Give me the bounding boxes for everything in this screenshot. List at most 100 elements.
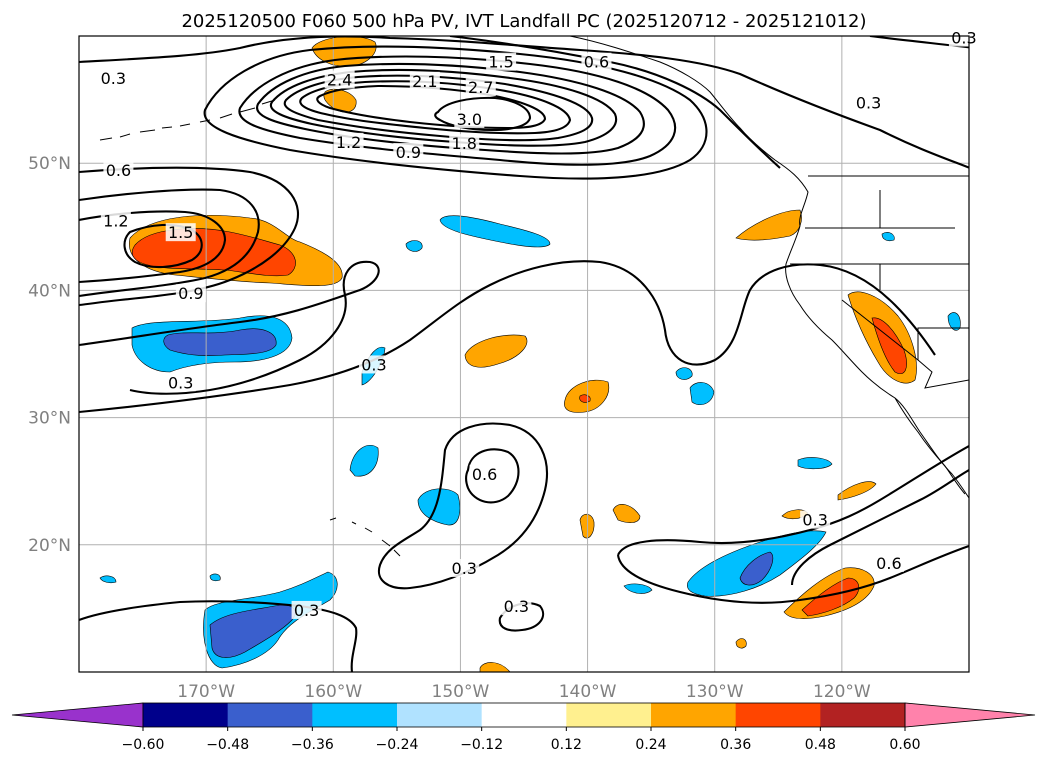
contour-label-bg-23 [873, 553, 904, 572]
pv-contour-0.6-loop [465, 448, 520, 504]
shade-blue-132w [689, 382, 715, 405]
colorbar-label-7: 0.36 [720, 737, 751, 753]
x-axis-ticks: 170°W 160°W 150°W 140°W 130°W 120°W [177, 682, 871, 702]
shade-orange-124w [837, 481, 877, 501]
x-tick-label-1: 160°W [304, 682, 362, 702]
contour-label-bg-19 [449, 558, 480, 577]
coastline [99, 36, 969, 557]
colorbar-segment-8 [735, 703, 821, 727]
contour-label-18: 0.6 [472, 465, 497, 484]
coast-baja [894, 397, 966, 495]
pv-contour-0.3-north [79, 36, 969, 169]
contour-label-12: 0.6 [106, 161, 131, 180]
contour-label-16: 0.3 [168, 373, 193, 392]
colorbar-label-0: −0.60 [122, 737, 165, 753]
shade-blue-133w [675, 367, 693, 380]
contour-label-10: 0.3 [856, 93, 881, 112]
contour-label-bg-10 [853, 93, 884, 112]
shade-red-california [871, 317, 907, 374]
pv-contour-2.7 [316, 84, 547, 130]
contour-label-bg-9 [449, 134, 480, 153]
contour-label-8: 0.9 [396, 143, 421, 162]
colorbar-label-6: 0.24 [635, 737, 666, 753]
x-tick-label-0: 170°W [177, 682, 235, 702]
islands-hawaii [329, 517, 401, 557]
shade-orange-baja-small [735, 638, 747, 649]
colorbar-label-1: −0.48 [206, 737, 249, 753]
contour-label-bg-20 [501, 597, 532, 616]
shade-orange-145w [464, 334, 528, 368]
shade-blue-tiny-1 [209, 573, 221, 582]
contour-label-bg-14 [165, 223, 196, 242]
contour-label-19: 0.3 [452, 559, 477, 578]
contour-label-15: 0.9 [178, 284, 203, 303]
border-arizona [917, 359, 969, 389]
pv-contour-1.2-west [79, 210, 227, 284]
colorbar-segment-9 [820, 703, 906, 727]
contour-label-3: 1.5 [488, 53, 513, 72]
pv-contour-0.6-west [79, 166, 300, 307]
contour-label-23: 0.6 [876, 554, 901, 573]
contour-label-0: 0.3 [101, 69, 126, 88]
y-tick-label-1: 40°N [28, 281, 71, 301]
contour-label-17: 0.3 [361, 355, 386, 374]
contour-label-5: 0.6 [584, 53, 609, 72]
colorbar-label-8: 0.48 [805, 737, 836, 753]
pv-contour-0.9-west [79, 188, 260, 298]
shade-blue-hawaii [209, 604, 296, 658]
pv-contour-0.3-upper-mid [79, 260, 936, 414]
shade-red-140w [579, 394, 591, 403]
pv-contour-0.3-hawaii [79, 600, 358, 672]
border-oregon [805, 190, 955, 229]
contour-label-22: 0.3 [802, 511, 827, 530]
y-axis-ticks: 50°N 40°N 30°N 20°N [28, 154, 71, 556]
contour-label-11: 0.3 [951, 29, 976, 48]
pv-contour-0.3-baja [617, 445, 969, 556]
pv-contour-0.3-middle [79, 260, 380, 395]
contour-label-bg-13 [100, 211, 131, 230]
shade-blue-idaho [881, 232, 895, 242]
pv-contour-0.6-baja [790, 469, 969, 586]
x-tick-label-3: 140°W [559, 682, 617, 702]
contour-label-2: 2.1 [412, 72, 437, 91]
colorbar-segment-3 [312, 703, 398, 727]
contour-label-bg-3 [486, 52, 517, 71]
colorbar-segment-2 [227, 703, 313, 727]
pv-contour-0.6-baja-south [616, 545, 969, 604]
x-tick-label-2: 150°W [432, 682, 490, 702]
contour-label-9: 1.8 [452, 134, 477, 153]
pv-contour-0.3-east [869, 36, 969, 49]
shade-blue-150w-23n [417, 488, 461, 526]
map-frame [78, 35, 970, 673]
contour-label-bg-7 [333, 132, 364, 151]
pv-contour-1.8 [269, 68, 618, 147]
pv-contour-0.6-top [449, 36, 781, 169]
contour-label-bg-18 [469, 464, 500, 483]
shade-blue-small-1 [405, 240, 423, 252]
contour-label-1: 2.4 [327, 71, 352, 90]
contour-label-bg-4 [465, 78, 496, 97]
contour-label-20: 0.3 [504, 597, 529, 616]
contour-label-bg-2 [409, 71, 440, 90]
colorbar-segment-6 [566, 703, 652, 727]
shade-blue-37n [163, 328, 277, 356]
contour-label-bg-6 [454, 109, 485, 128]
contour-labels: 0.3 2.4 2.1 1.5 2.7 0.6 3.0 1.2 0.9 1.8 0.3 0.3 0.6 1… [98, 29, 979, 620]
x-tick-label-4: 130°W [686, 682, 744, 702]
shade-red-baja [801, 577, 860, 617]
x-tick-label-5: 120°W [813, 682, 871, 702]
colorbar-outline [142, 702, 906, 728]
colorbar-segment-5 [481, 703, 567, 727]
shade-blue-155w-25n [349, 444, 379, 477]
y-tick-label-0: 50°N [28, 154, 71, 174]
contour-label-bg-5 [581, 52, 612, 71]
chart-title: 2025120500 F060 500 hPa PV, IVT Landfall… [181, 11, 866, 32]
shade-orange-bottom [479, 662, 511, 672]
colorbar: −0.60 −0.48 −0.36 −0.24 −0.12 0.12 0.24 0.36 0.4… [11, 702, 1036, 753]
contour-label-bg-15 [175, 284, 206, 303]
pv-contour-2.1 [283, 74, 594, 142]
contour-label-bg-17 [358, 355, 389, 374]
colorbar-label-9: 0.60 [889, 737, 920, 753]
pv-contour-2.4 [299, 80, 572, 135]
coast-alaska [569, 36, 809, 227]
